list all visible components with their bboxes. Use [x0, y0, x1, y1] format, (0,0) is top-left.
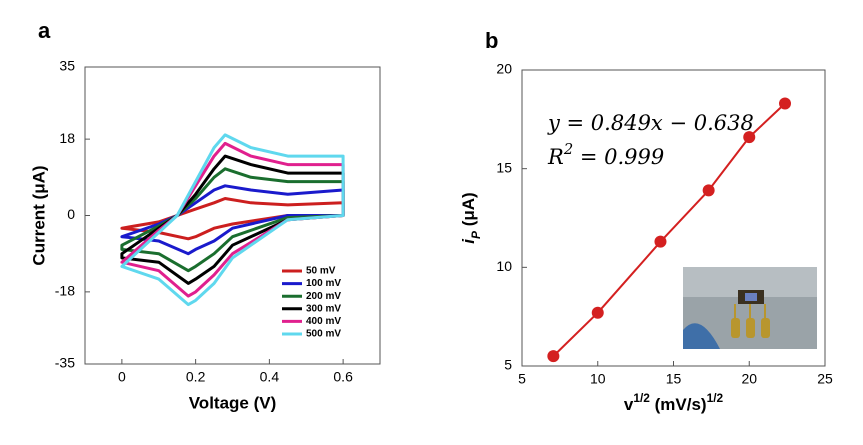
x-tick-label: 0.6 — [333, 369, 353, 385]
legend-label: 100 mV — [306, 278, 341, 289]
label-part: = 0.999 — [573, 145, 664, 169]
label-part: 2 — [563, 141, 573, 158]
annotation: R2 = 0.999 — [547, 141, 664, 169]
label-part: v — [624, 395, 634, 414]
legend-label: 200 mV — [306, 291, 341, 302]
annotation: y = 0.849x − 0.638 — [547, 111, 754, 135]
inset-photo — [683, 267, 817, 349]
panel-label: b — [485, 28, 498, 53]
x-tick-label: 25 — [817, 371, 833, 387]
y-tick-label: 35 — [59, 58, 75, 74]
label-part: 1/2 — [707, 391, 724, 405]
y-tick-label: 5 — [504, 357, 512, 373]
y-axis-label: iP (μA) — [459, 192, 483, 243]
data-point — [779, 97, 792, 110]
label-part: (mV/s) — [650, 395, 707, 414]
label-part: R — [547, 145, 564, 169]
data-point — [591, 306, 604, 319]
label-part: (μA) — [459, 192, 478, 231]
legend-label: 300 mV — [306, 303, 341, 314]
series-line — [120, 133, 345, 307]
legend-label: 50 mV — [306, 266, 336, 277]
x-axis-label: Voltage (V) — [189, 393, 277, 412]
y-tick-label: -35 — [55, 355, 75, 371]
label-part: P — [469, 231, 483, 239]
x-tick-label: 15 — [666, 371, 682, 387]
x-tick-label: 0.4 — [260, 369, 280, 385]
panel-label: a — [38, 18, 51, 43]
x-tick-label: 20 — [741, 371, 757, 387]
series-line — [120, 154, 345, 285]
legend-label: 500 mV — [306, 329, 341, 340]
x-tick-label: 10 — [590, 371, 606, 387]
legend-label: 400 mV — [306, 316, 341, 327]
data-point — [702, 184, 715, 197]
y-tick-label: 15 — [496, 159, 512, 175]
label-part: y = 0.849x − 0.638 — [547, 111, 754, 135]
y-tick-label: -18 — [55, 283, 75, 299]
series-line — [552, 102, 786, 357]
y-axis-label: Current (μA) — [29, 165, 48, 265]
y-tick-label: 0 — [67, 206, 75, 222]
label-part: i — [459, 238, 478, 244]
y-tick-label: 10 — [496, 258, 512, 274]
series-line — [120, 184, 345, 256]
x-axis-label: v1/2 (mV/s)1/2 — [624, 391, 724, 414]
y-tick-label: 18 — [59, 130, 75, 146]
x-tick-label: 0 — [118, 369, 126, 385]
data-point — [654, 235, 667, 248]
y-tick-label: 20 — [496, 61, 512, 77]
label-part: 1/2 — [633, 391, 650, 405]
x-tick-label: 0.2 — [186, 369, 206, 385]
data-point — [547, 350, 560, 363]
x-tick-label: 5 — [518, 371, 526, 387]
data-point — [743, 131, 756, 144]
